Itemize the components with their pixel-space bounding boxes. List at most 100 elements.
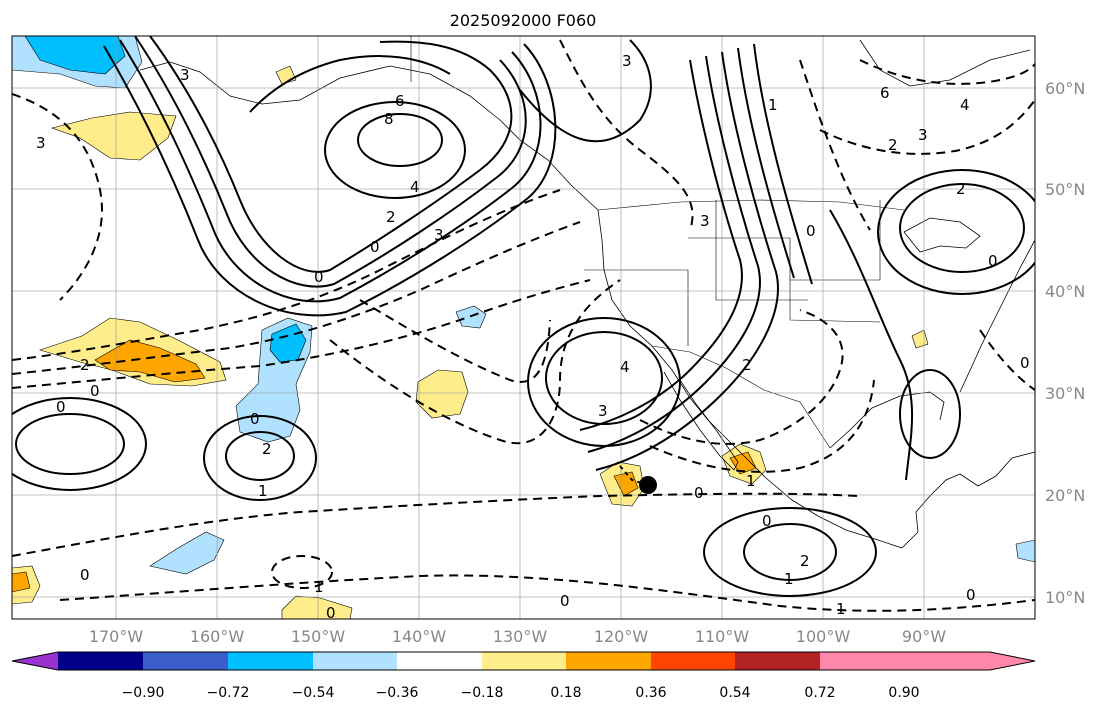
colorbar-tick-10: 0.90 <box>888 685 919 701</box>
colorbar-bin-3 <box>228 652 313 670</box>
state-line-3 <box>790 200 881 281</box>
storm-position-marker <box>639 476 657 494</box>
shade-blue-east <box>1015 539 1035 563</box>
lon-label-140w: 140°W <box>392 627 447 646</box>
colorbar-tick-2: −0.72 <box>207 685 250 701</box>
state-line-1 <box>584 269 689 346</box>
contour-label-4-c: 4 <box>960 96 970 114</box>
colorbar-bin-4 <box>313 652 397 670</box>
dashed-east-2 <box>859 59 1035 85</box>
shade-yellow-aleutian <box>50 111 177 161</box>
great-lakes <box>903 217 981 253</box>
contour-west-2 <box>12 397 147 491</box>
colorbar-bin-7 <box>566 652 651 670</box>
lon-label-160w: 160°W <box>190 627 245 646</box>
contour-eastpac-1 <box>743 523 837 581</box>
contour-label-0-m: 0 <box>966 586 976 604</box>
shade-orange-subtrop-west <box>94 339 206 383</box>
lon-label-120w: 120°W <box>594 627 649 646</box>
colorbar-outline <box>11 651 1036 671</box>
map-background <box>12 36 1035 619</box>
colorbar-bin-8 <box>651 652 735 670</box>
contour-label-0-l: 0 <box>1020 354 1030 372</box>
map-frame <box>11 35 1036 620</box>
lat-label-40n: 40°N <box>1045 282 1085 301</box>
lat-label-60n: 60°N <box>1045 79 1085 98</box>
dashed-subtrop-4 <box>12 93 103 301</box>
lon-label-150w: 150°W <box>291 627 346 646</box>
contour-label-0-i: 0 <box>806 222 816 240</box>
contour-rockies-5 <box>753 43 813 285</box>
shade-blue-south <box>149 531 225 575</box>
colorbar-tick-3: −0.54 <box>292 685 335 701</box>
contour-label-1-f: 1 <box>768 96 778 114</box>
coastlines <box>139 39 1035 549</box>
contour-north-pacific-3 <box>119 39 542 303</box>
contour-gulf-1 <box>899 369 961 459</box>
dashed-tropic-2 <box>59 574 1035 612</box>
shade-cyan-nw <box>24 36 126 75</box>
hudson-bay-coast <box>859 39 1031 87</box>
contour-west-1 <box>15 413 125 475</box>
contour-central-1 <box>225 431 295 481</box>
dashed-tropic-1 <box>12 492 861 557</box>
east-coast <box>959 239 1035 393</box>
contour-label-2-a: 2 <box>386 208 396 226</box>
contour-label-0-b: 0 <box>90 382 100 400</box>
contour-north-pacific-2 <box>134 36 527 288</box>
contour-label-3-a: 3 <box>180 66 190 84</box>
contour-label-2-d: 2 <box>956 180 966 198</box>
contour-label-0-c: 0 <box>250 410 260 428</box>
contour-label-2-g: 2 <box>888 136 898 154</box>
dashed-mexico-2 <box>649 379 875 473</box>
storm-track <box>619 465 657 494</box>
contour-rockies-3 <box>595 51 779 471</box>
colorbar: −0.90 −0.72 −0.54 −0.36 −0.18 0.18 0.36 … <box>11 651 1036 701</box>
shaded-anomaly-regions <box>12 36 1035 619</box>
dashed-tropic-low <box>271 555 333 589</box>
colorbar-tick-1: −0.90 <box>122 685 165 701</box>
contour-north-pacific-4 <box>103 43 557 317</box>
contour-label-3-c: 3 <box>598 402 608 420</box>
us-mexico-border <box>651 345 831 449</box>
contour-label-0-a: 0 <box>56 398 66 416</box>
contour-label-3-b: 3 <box>434 226 444 244</box>
state-line-2 <box>688 237 881 323</box>
contour-label-4-b: 4 <box>620 358 630 376</box>
contour-label-0-h: 0 <box>326 604 336 622</box>
contour-rockies-1 <box>579 59 743 431</box>
dashed-subtrop-3 <box>12 279 591 389</box>
contour-plains-1 <box>829 209 913 481</box>
dashed-east-1 <box>799 59 871 231</box>
latitude-labels: 60°N 50°N 40°N 30°N 20°N 10°N <box>1045 79 1085 607</box>
colorbar-bin-2 <box>143 652 228 670</box>
contour-label-0-k: 0 <box>314 268 324 286</box>
contour-label-3-g: 3 <box>36 134 46 152</box>
dashed-trough-2 <box>359 299 551 383</box>
dashed-mexico-1 <box>639 309 844 445</box>
map-panel: 6 8 6 4 4 4 3 3 3 3 3 3 3 2 2 2 2 2 2 2 <box>11 35 1036 622</box>
lat-label-20n: 20°N <box>1045 486 1085 505</box>
contour-label-0-e: 0 <box>762 512 772 530</box>
contour-low-baja-outer <box>527 317 681 447</box>
contour-label-0-f: 0 <box>560 592 570 610</box>
gulf-coast <box>901 451 1035 549</box>
texas-gulf-coast <box>829 391 945 449</box>
contour-rockies-2 <box>587 55 761 453</box>
longitude-labels: 170°W 160°W 150°W 140°W 130°W 120°W 110°… <box>89 627 946 646</box>
contour-west-ridge <box>519 39 652 143</box>
contour-label-3-f: 3 <box>622 52 632 70</box>
dashed-trough-1 <box>329 279 621 445</box>
colorbar-tick-9: 0.72 <box>804 685 835 701</box>
lon-label-100w: 100°W <box>796 627 851 646</box>
contour-label-1-c: 1 <box>314 578 324 596</box>
dashed-west-coast-1 <box>559 39 694 231</box>
contour-central-2 <box>203 415 317 501</box>
contour-label-0-j: 0 <box>370 238 380 256</box>
contour-label-3-e: 3 <box>918 126 928 144</box>
us-canada-border <box>597 199 905 211</box>
dashed-east-3 <box>819 99 1035 155</box>
contour-north-pacific-1 <box>149 36 513 273</box>
contour-label-3-d: 3 <box>700 212 710 230</box>
dashed-subtrop-1 <box>12 189 561 361</box>
